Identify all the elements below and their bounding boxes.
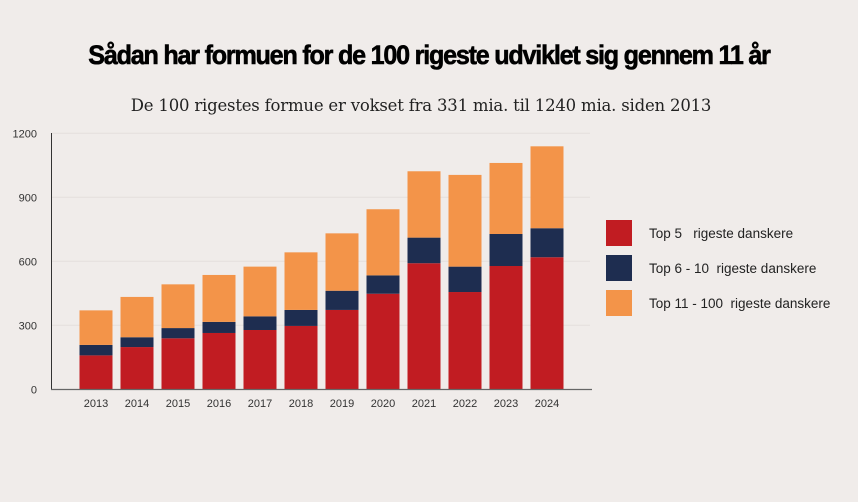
legend-swatch <box>606 220 632 246</box>
bar-segment-2020-series-2 <box>366 209 400 276</box>
bar-segment-2018-series-1 <box>284 309 318 326</box>
legend-label: Top 5 rigeste danskere <box>649 225 794 241</box>
legend-item: Top 5 rigeste danskere <box>606 220 793 246</box>
legend-swatch <box>606 290 632 316</box>
bar-segment-2016-series-2 <box>202 274 236 322</box>
y-tick-label: 900 <box>19 192 37 204</box>
x-tick-label: 2018 <box>289 398 313 410</box>
bar-segment-2021-series-1 <box>407 237 441 264</box>
bar-segment-2024-series-1 <box>530 228 564 258</box>
bar-segment-2013-series-2 <box>79 310 113 345</box>
legend-item: Top 6 - 10 rigeste danskere <box>606 255 816 281</box>
bar-segment-2019-series-1 <box>325 290 359 310</box>
chart-title: Sådan har formuen for de 100 rigeste udv… <box>88 40 771 71</box>
bar-segment-2017-series-2 <box>243 266 277 317</box>
x-tick-label: 2015 <box>166 398 190 410</box>
legend-swatch <box>606 255 632 281</box>
bar-segment-2014-series-0 <box>120 347 154 390</box>
x-tick-label: 2013 <box>84 398 108 410</box>
y-tick-label: 300 <box>19 320 37 332</box>
x-tick-label: 2020 <box>371 398 395 410</box>
bar-segment-2021-series-2 <box>407 171 441 238</box>
bar-segment-2017-series-0 <box>243 329 277 390</box>
bar-segment-2020-series-0 <box>366 293 400 390</box>
x-tick-label: 2019 <box>330 398 354 410</box>
bar-segment-2023-series-1 <box>489 233 523 266</box>
y-tick-label: 1200 <box>13 128 37 140</box>
bar-segment-2022-series-0 <box>448 292 482 390</box>
bar-segment-2016-series-1 <box>202 321 236 333</box>
bar-segment-2013-series-0 <box>79 355 113 390</box>
bar-segment-2019-series-2 <box>325 233 359 291</box>
bar-segment-2018-series-0 <box>284 325 318 390</box>
bar-segment-2021-series-0 <box>407 263 441 390</box>
chart-subtitle: De 100 rigestes formue er vokset fra 331… <box>130 96 712 115</box>
legend-item: Top 11 - 100 rigeste danskere <box>606 290 830 316</box>
legend-label: Top 6 - 10 rigeste danskere <box>649 260 817 276</box>
bar-segment-2014-series-1 <box>120 337 154 348</box>
x-tick-label: 2016 <box>207 398 231 410</box>
bar-segment-2013-series-1 <box>79 344 113 356</box>
x-tick-label: 2021 <box>412 398 436 410</box>
x-tick-label: 2023 <box>494 398 518 410</box>
bar-segment-2024-series-2 <box>530 146 564 229</box>
bar-segment-2023-series-2 <box>489 162 523 234</box>
bar-segment-2023-series-0 <box>489 265 523 390</box>
bar-segment-2022-series-1 <box>448 266 482 293</box>
y-tick-label: 0 <box>31 384 37 396</box>
bar-segment-2014-series-2 <box>120 296 154 338</box>
bar-segment-2015-series-2 <box>161 284 195 329</box>
x-tick-label: 2022 <box>453 398 477 410</box>
x-tick-label: 2014 <box>125 398 149 410</box>
x-tick-label: 2024 <box>535 398 559 410</box>
bar-segment-2015-series-1 <box>161 328 195 339</box>
x-tick-label: 2017 <box>248 398 272 410</box>
bar-segment-2020-series-1 <box>366 275 400 294</box>
y-tick-label: 600 <box>19 256 37 268</box>
bar-segment-2022-series-2 <box>448 174 482 267</box>
bar-segment-2018-series-2 <box>284 252 318 310</box>
bar-segment-2015-series-0 <box>161 338 195 390</box>
legend-label: Top 11 - 100 rigeste danskere <box>649 295 831 311</box>
bar-segment-2017-series-1 <box>243 316 277 330</box>
bar-segment-2024-series-0 <box>530 257 564 390</box>
bar-segment-2016-series-0 <box>202 332 236 390</box>
bar-segment-2019-series-0 <box>325 309 359 390</box>
